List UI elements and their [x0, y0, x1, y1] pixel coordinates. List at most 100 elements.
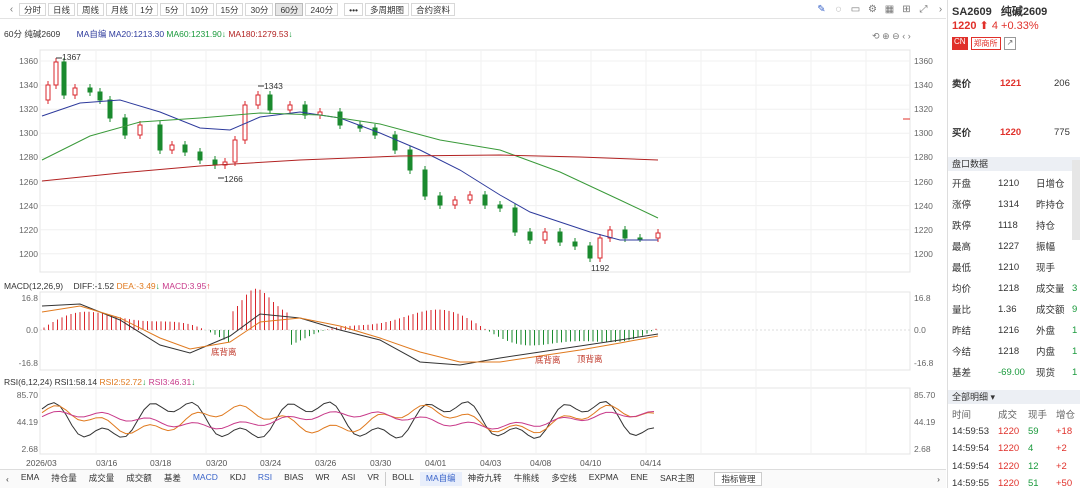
period-button[interactable]: 240分 — [305, 2, 339, 16]
candle-body — [607, 229, 613, 239]
link-icon[interactable]: ↗ — [1003, 37, 1017, 50]
indicator-tab[interactable]: 成交量 — [88, 473, 115, 483]
indicator-tab[interactable]: BIAS — [284, 472, 304, 482]
period-button[interactable]: 5分 — [160, 2, 184, 16]
period-button[interactable]: 月线 — [106, 2, 134, 16]
stat-label: 最高 — [952, 242, 972, 253]
kline-chart[interactable] — [0, 0, 946, 469]
reset-icon[interactable]: ⟲ — [872, 31, 880, 41]
date-tick: 04/01 — [425, 458, 447, 468]
indicator-tab[interactable]: 指标管理 — [714, 472, 763, 486]
indicator-tab[interactable]: KDJ — [229, 472, 246, 482]
period-button[interactable]: 周线 — [77, 2, 105, 16]
zoom-out-icon[interactable]: ⊖ — [892, 31, 900, 41]
stat-value: 1210 — [998, 261, 1020, 273]
period-button[interactable]: 日线 — [48, 2, 76, 16]
next-icon[interactable]: › — [907, 31, 911, 41]
rsi-title: RSI(6,12,24) — [4, 377, 53, 387]
macd-tick: 16.8 — [21, 293, 38, 303]
tick-oi-change: +50 — [1056, 478, 1073, 489]
detail-section-title[interactable]: 全部明细 ▾ — [948, 390, 1080, 404]
chart-tools: ⟲ ⊕ ⊖ ‹ › — [872, 31, 911, 42]
indicator-tab[interactable]: 牛熊线 — [513, 473, 540, 483]
indicator-tab[interactable]: BOLL — [385, 472, 420, 486]
contract-name: 纯碱2609 — [24, 29, 61, 39]
scrollbar[interactable] — [1072, 160, 1080, 240]
period-button[interactable]: 1分 — [135, 2, 159, 16]
indicator-tab[interactable]: 多空线 — [551, 473, 577, 483]
candle-body — [512, 207, 518, 233]
price-change: 4 — [991, 20, 998, 32]
fullscreen-icon[interactable]: ⤢ — [919, 3, 928, 15]
ask-volume: 206 — [1054, 77, 1070, 89]
indicator-tab[interactable]: VR — [367, 472, 380, 482]
indicator-tab[interactable]: EXPMA — [588, 472, 619, 482]
contract-info-button[interactable]: 合约资料 — [411, 2, 456, 16]
alert-icon[interactable]: ◌ — [835, 3, 842, 15]
bid-price: 1220 — [1000, 126, 1022, 138]
price-tick: 1200 — [914, 248, 933, 259]
right-arrow-icon[interactable]: › — [937, 474, 940, 484]
candle-body — [392, 134, 398, 151]
macd-legend: MACD(12,26,9) DIFF:-1.52 DEA:-3.49↓ MACD… — [4, 281, 210, 291]
indicator-tab[interactable]: RSI — [257, 472, 273, 482]
stat-row: 跌停1118持仓7 — [948, 214, 1080, 236]
indicator-tab[interactable]: EMA — [20, 472, 40, 482]
indicator-tab[interactable]: SAR主图 — [659, 473, 695, 483]
indicator-tab[interactable]: ENE — [630, 472, 648, 482]
rsi-tick: 85.70 — [16, 390, 38, 400]
date-tick: 04/10 — [580, 458, 602, 468]
low-annotation: 1266 — [224, 174, 243, 184]
more-button[interactable]: ••• — [344, 2, 364, 16]
multi-period-button[interactable]: 多周期图 — [365, 2, 410, 16]
down-arrow-icon: ↓ — [221, 29, 226, 39]
macd-tick: -16.8 — [914, 358, 934, 368]
rsi-tick: 85.70 — [914, 390, 936, 400]
rsi-tick: 44.19 — [914, 417, 936, 427]
stat-row: 昨结 1216 外盘 1 — [948, 319, 1080, 341]
settings-icon[interactable]: ⚙ — [868, 3, 877, 15]
grid-icon[interactable]: ⊞ — [902, 3, 911, 15]
stat-label: 振幅 — [1036, 242, 1056, 253]
zoom-in-icon[interactable]: ⊕ — [882, 31, 890, 41]
candle-body — [422, 169, 428, 197]
indicator-tab[interactable]: 神奇九转 — [467, 473, 502, 483]
candle-body — [597, 237, 603, 259]
period-button[interactable]: 分时 — [19, 2, 47, 16]
candle-body — [53, 61, 59, 86]
ma20-label: MA自编 MA20:1213.30 — [76, 29, 165, 39]
rsi-panel — [39, 387, 911, 455]
region-badge: CN — [952, 37, 968, 50]
indicator-tab[interactable]: ASI — [341, 472, 356, 482]
indicator-tab[interactable]: 成交额 — [126, 473, 152, 483]
indicator-tab[interactable]: MACD — [192, 472, 218, 482]
left-arrow-icon[interactable]: ‹ — [6, 474, 9, 484]
price-tick: 1340 — [19, 80, 38, 91]
price-tick: 1320 — [914, 104, 933, 115]
expand-icon[interactable]: › — [938, 3, 943, 15]
period-button[interactable]: 60分 — [275, 2, 304, 16]
period-button[interactable]: 10分 — [185, 2, 214, 16]
tick-price: 1220 — [998, 478, 1020, 489]
period-button[interactable]: 15分 — [215, 2, 244, 16]
indicator-tab[interactable]: MA自编 — [419, 472, 462, 486]
indicator-tab[interactable]: WR — [315, 472, 330, 482]
period-button[interactable]: 30分 — [245, 2, 274, 16]
price-tick: 1280 — [19, 152, 38, 163]
draw-icon[interactable]: ✎ — [817, 3, 826, 15]
indicator-tab[interactable]: 基差 — [163, 473, 181, 483]
back-icon[interactable]: ‹ — [9, 3, 14, 15]
stat-label: 开盘 — [952, 179, 972, 190]
prev-icon[interactable]: ‹ — [902, 31, 906, 41]
macd-value: MACD:3.95 — [162, 281, 207, 291]
candle-body — [61, 61, 67, 96]
indicator-tab[interactable]: 持仓量 — [51, 473, 77, 483]
tick-time: 14:59:54 — [952, 460, 989, 472]
ma60-line — [41, 112, 659, 219]
stat-value: 1218 — [998, 345, 1020, 357]
candle-body — [572, 241, 578, 247]
layout-icon[interactable]: ▦ — [884, 3, 895, 15]
note-icon[interactable]: ▭ — [850, 3, 861, 15]
rsi2: RSI2:52.72 — [99, 377, 143, 387]
